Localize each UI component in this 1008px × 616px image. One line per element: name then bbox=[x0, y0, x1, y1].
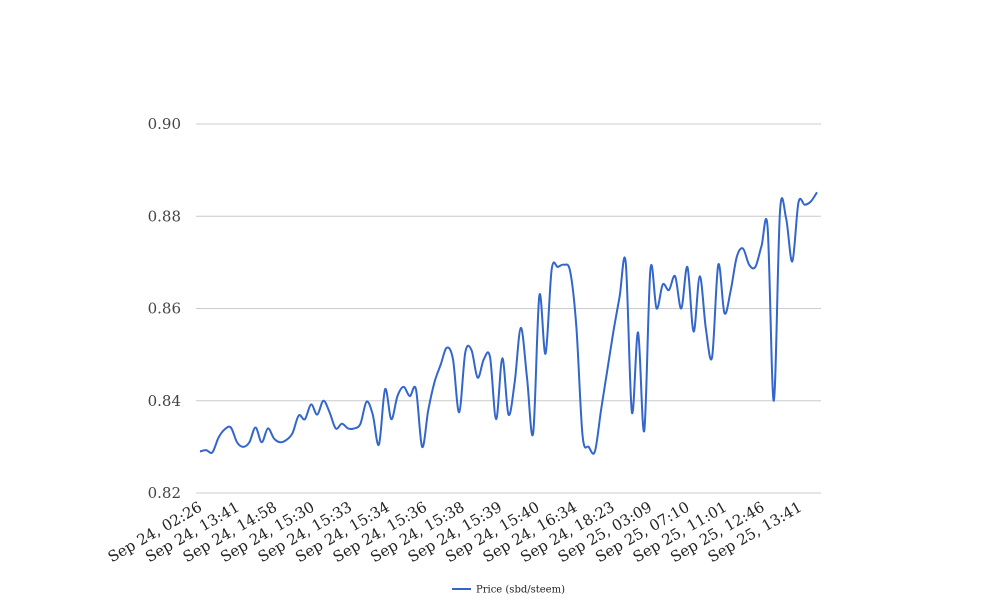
gridlines bbox=[196, 123, 821, 494]
series-layer bbox=[199, 191, 818, 455]
y-axis-ticks: 0.82 0.84 0.86 0.88 0.90 bbox=[148, 115, 181, 502]
y-tick-label: 0.88 bbox=[148, 207, 181, 225]
y-tick-label: 0.82 bbox=[148, 484, 181, 502]
legend-label: Price (sbd/steem) bbox=[476, 585, 565, 596]
legend: Price (sbd/steem) bbox=[452, 585, 565, 596]
y-tick-label: 0.86 bbox=[148, 300, 181, 318]
y-tick-label: 0.84 bbox=[148, 392, 181, 410]
y-tick-label: 0.90 bbox=[148, 115, 181, 133]
price-series-line bbox=[199, 191, 818, 455]
